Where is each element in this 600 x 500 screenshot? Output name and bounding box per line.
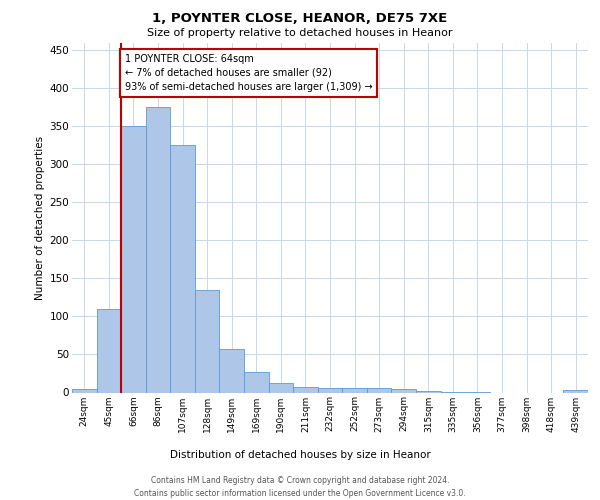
- Bar: [416, 391, 440, 392]
- Bar: [220, 349, 244, 393]
- Bar: [195, 290, 220, 392]
- Bar: [146, 107, 170, 393]
- Bar: [391, 390, 416, 392]
- Bar: [563, 390, 588, 392]
- Bar: [293, 387, 318, 392]
- Bar: [97, 309, 121, 392]
- Bar: [170, 145, 195, 392]
- Text: 1, POYNTER CLOSE, HEANOR, DE75 7XE: 1, POYNTER CLOSE, HEANOR, DE75 7XE: [152, 12, 448, 26]
- Bar: [342, 388, 367, 392]
- Bar: [367, 388, 391, 392]
- Bar: [318, 388, 342, 392]
- Text: Contains HM Land Registry data © Crown copyright and database right 2024.
Contai: Contains HM Land Registry data © Crown c…: [134, 476, 466, 498]
- Text: 1 POYNTER CLOSE: 64sqm
← 7% of detached houses are smaller (92)
93% of semi-deta: 1 POYNTER CLOSE: 64sqm ← 7% of detached …: [125, 54, 373, 92]
- Bar: [121, 126, 146, 392]
- Bar: [269, 382, 293, 392]
- Text: Distribution of detached houses by size in Heanor: Distribution of detached houses by size …: [170, 450, 430, 460]
- Bar: [72, 388, 97, 392]
- Y-axis label: Number of detached properties: Number of detached properties: [35, 136, 46, 300]
- Text: Size of property relative to detached houses in Heanor: Size of property relative to detached ho…: [147, 28, 453, 38]
- Bar: [244, 372, 269, 392]
